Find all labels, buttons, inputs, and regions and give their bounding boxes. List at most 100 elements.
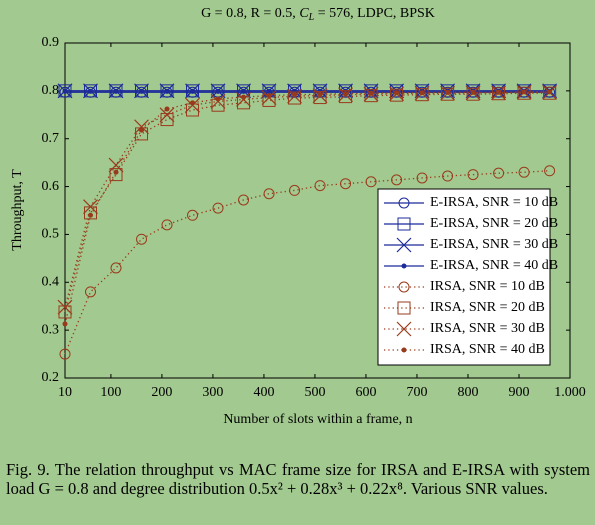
series-line	[64, 91, 550, 325]
marker	[415, 88, 429, 102]
x-tick-label: 1.000	[554, 385, 586, 400]
marker	[88, 212, 94, 218]
marker	[317, 91, 323, 97]
x-tick-label: 100	[100, 385, 121, 400]
legend-label: E-IRSA, SNR = 30 dB	[430, 237, 558, 252]
marker	[496, 89, 502, 95]
plot-frame	[64, 42, 571, 379]
y-tick-label: 0.6	[42, 179, 60, 194]
series-line	[64, 92, 550, 313]
marker	[187, 209, 199, 221]
marker	[59, 348, 71, 360]
marker	[215, 88, 221, 94]
marker	[159, 107, 175, 123]
marker	[88, 88, 94, 94]
legend-label: IRSA, SNR = 30 dB	[430, 321, 545, 336]
marker	[470, 89, 476, 95]
marker	[134, 119, 149, 135]
x-tick-label: 600	[355, 385, 376, 400]
marker	[238, 194, 250, 206]
marker	[136, 233, 148, 245]
legend-marker	[396, 321, 412, 337]
marker	[164, 106, 170, 112]
marker	[445, 89, 451, 95]
marker	[266, 93, 272, 99]
marker	[547, 89, 553, 95]
marker	[340, 178, 352, 190]
caption: Fig. 9. The relation throughput vs MAC f…	[6, 460, 590, 498]
marker	[292, 92, 298, 98]
marker	[241, 88, 247, 94]
marker	[83, 199, 98, 215]
x-tick-label: 500	[304, 385, 325, 400]
marker	[190, 88, 196, 94]
legend-marker	[401, 263, 407, 269]
marker	[113, 88, 119, 94]
y-tick-label: 0.5	[42, 227, 60, 242]
marker	[492, 87, 506, 101]
title-part: G = 0.8, R = 0.5,	[201, 6, 299, 21]
marker	[266, 88, 272, 94]
marker	[339, 90, 353, 104]
legend-label: IRSA, SNR = 20 dB	[430, 300, 545, 315]
title-part: = 576, LDPC, BPSK	[314, 6, 435, 21]
marker	[416, 172, 428, 184]
marker	[109, 168, 123, 182]
marker	[441, 87, 455, 101]
marker	[467, 169, 479, 181]
x-axis-label: Number of slots within a frame, n	[223, 412, 412, 427]
series-line	[64, 170, 550, 355]
x-tick-label: 300	[202, 385, 223, 400]
y-tick-label: 0.7	[42, 131, 60, 146]
legend-label: IRSA, SNR = 40 dB	[430, 342, 545, 357]
marker	[368, 90, 374, 96]
marker	[139, 127, 145, 133]
title-part: L	[308, 12, 315, 23]
marker	[263, 188, 275, 200]
marker	[85, 286, 97, 298]
marker	[164, 88, 170, 94]
legend-label: IRSA, SNR = 10 dB	[430, 279, 545, 294]
marker	[190, 100, 196, 106]
series-line	[64, 91, 550, 308]
legend-marker	[401, 347, 407, 353]
marker	[288, 91, 302, 105]
title-part: C	[299, 6, 309, 21]
y-tick-label: 0.8	[42, 83, 60, 98]
marker	[161, 219, 173, 231]
marker	[493, 167, 505, 179]
marker	[314, 180, 326, 192]
marker	[517, 86, 531, 100]
marker	[215, 96, 221, 102]
legend-marker	[396, 237, 412, 253]
marker	[394, 90, 400, 96]
legend-marker	[397, 301, 411, 315]
x-tick-label: 10	[58, 385, 72, 400]
marker	[365, 176, 377, 188]
marker	[212, 202, 224, 214]
legend-label: E-IRSA, SNR = 10 dB	[430, 195, 558, 210]
marker	[391, 174, 403, 186]
chart-title: G = 0.8, R = 0.5, CL = 576, LDPC, BPSK	[201, 6, 435, 23]
x-tick-label: 900	[508, 385, 529, 400]
marker	[313, 91, 327, 105]
marker	[62, 88, 68, 94]
x-tick-label: 800	[457, 385, 478, 400]
chart: G = 0.8, R = 0.5, CL = 576, LDPC, BPSK N…	[10, 6, 586, 427]
marker	[543, 86, 557, 100]
legend-marker	[397, 217, 411, 231]
marker	[139, 88, 145, 94]
marker	[466, 87, 480, 101]
marker	[442, 170, 454, 182]
marker	[160, 113, 174, 127]
marker	[364, 89, 378, 103]
marker	[289, 184, 301, 196]
marker	[521, 89, 527, 95]
y-tick-label: 0.2	[42, 370, 60, 385]
x-tick-label: 200	[151, 385, 172, 400]
marker	[343, 91, 349, 97]
legend-label: E-IRSA, SNR = 40 dB	[430, 258, 558, 273]
marker	[419, 90, 425, 96]
x-tick-label: 400	[253, 385, 274, 400]
